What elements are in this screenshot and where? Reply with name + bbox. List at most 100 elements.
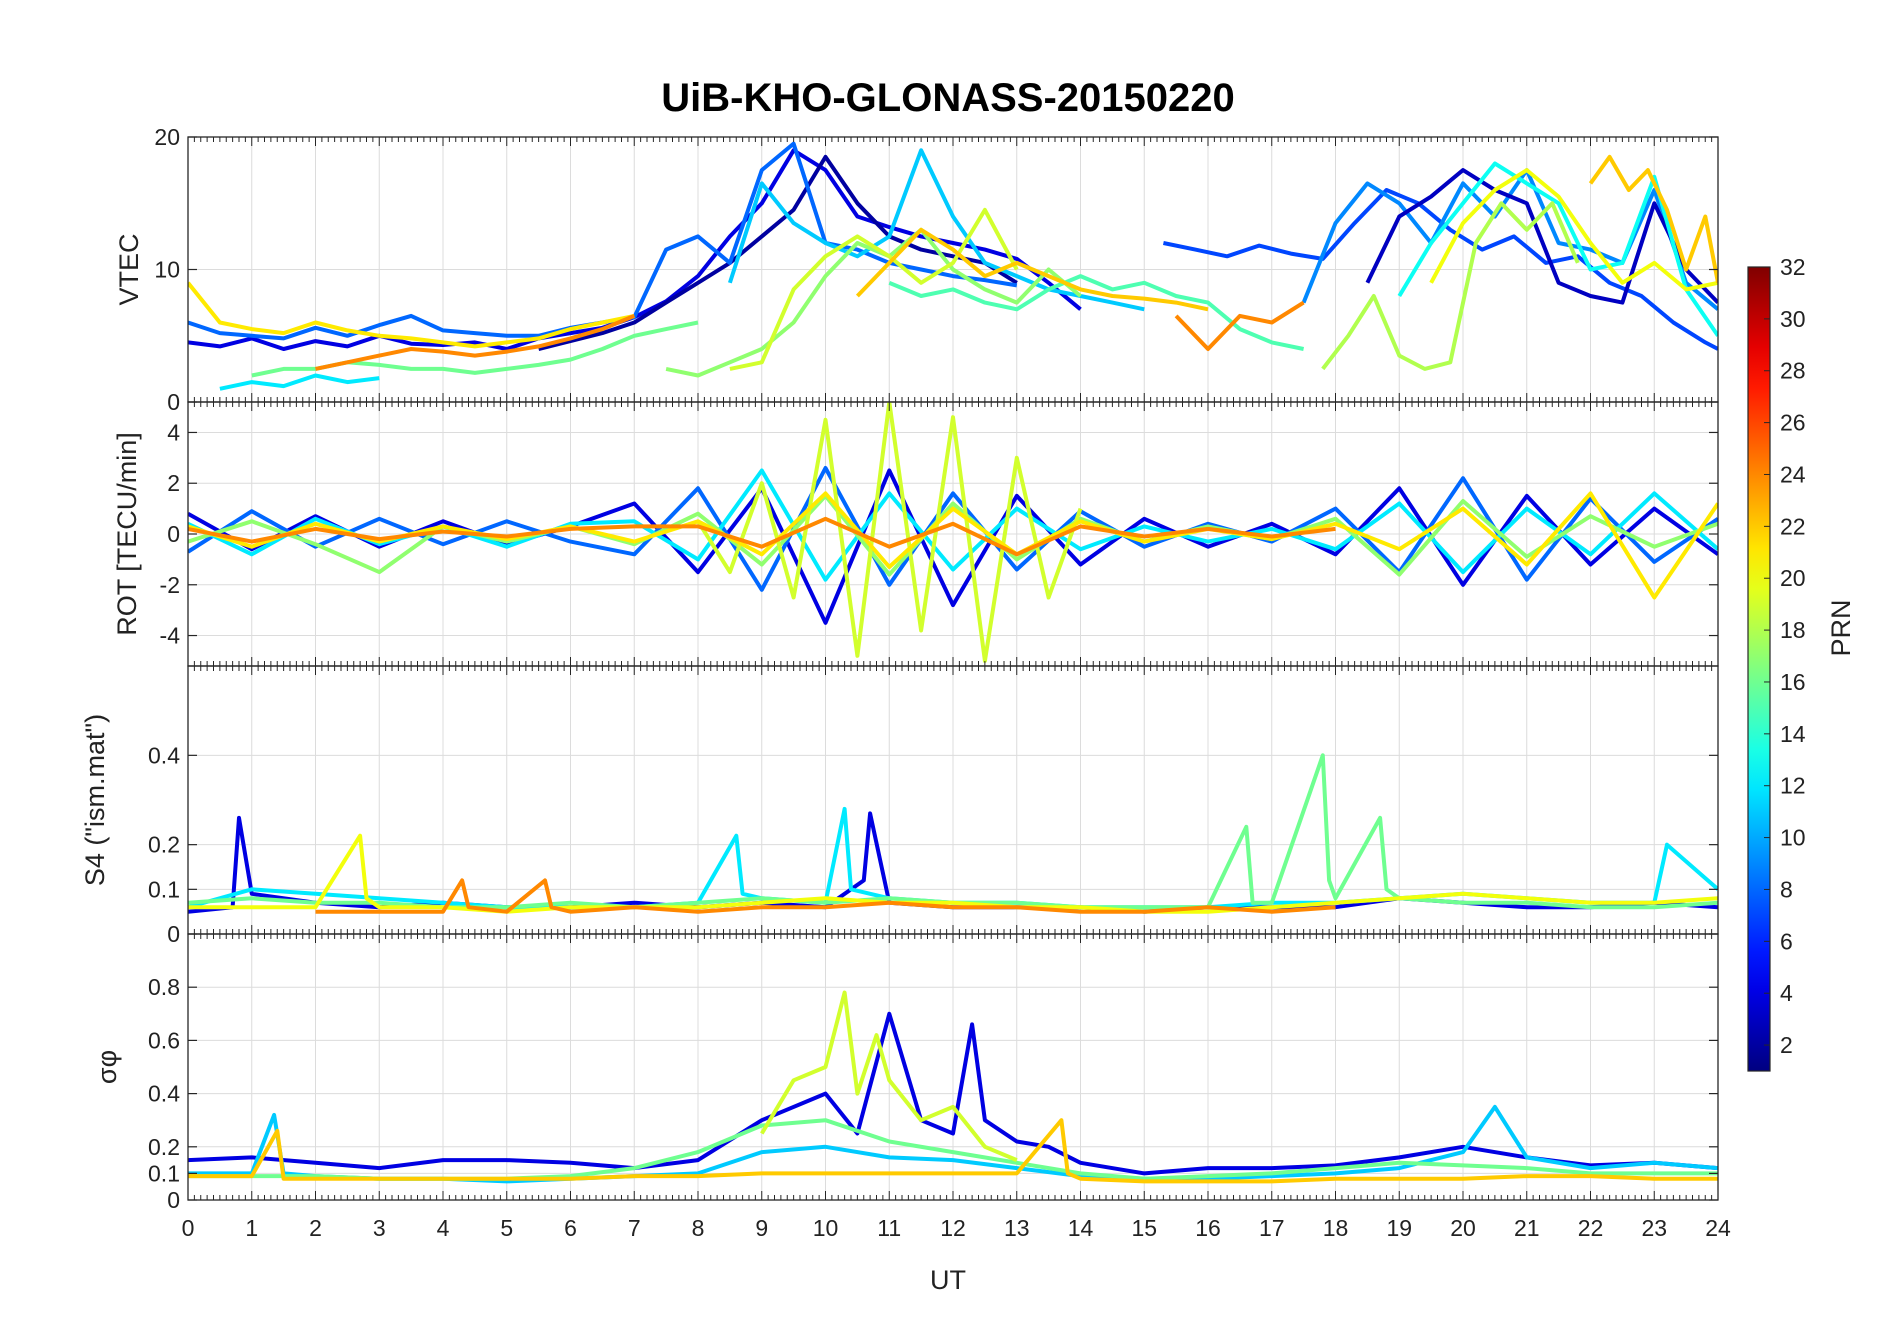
y-tick-label: 0 xyxy=(167,521,180,547)
series-line-prn-9 xyxy=(1301,168,1718,311)
colorbar-tick-label: 22 xyxy=(1780,513,1806,539)
x-tick-label: 8 xyxy=(692,1215,705,1241)
y-tick-label: 0.6 xyxy=(148,1027,180,1053)
series-line-prn-24 xyxy=(188,516,1336,557)
y-tick-label: 0.4 xyxy=(148,742,180,768)
series-line-prn-11 xyxy=(727,148,1145,312)
panel-rot: -4 -2 0 2 4 ROT [TECU/min] xyxy=(112,401,1719,667)
series-line-prn-19 xyxy=(696,402,1083,663)
series-line-prn-22 xyxy=(855,227,1209,312)
series-line-prn-24 xyxy=(1174,300,1305,351)
colorbar-tick-label: 4 xyxy=(1780,980,1793,1006)
y-axis-label-vtec: VTEC xyxy=(114,233,144,305)
y-tick-label: 0 xyxy=(167,389,180,415)
colorbar-label: PRN xyxy=(1826,599,1856,656)
colorbar-tick-label: 24 xyxy=(1780,461,1806,487)
x-tick-label: 19 xyxy=(1386,1215,1412,1241)
y-tick-label: 0.8 xyxy=(148,974,180,1000)
series-line-prn-3 xyxy=(1365,168,1718,305)
series-line-prn-12 xyxy=(219,373,380,391)
x-tick-label: 5 xyxy=(500,1215,513,1241)
series-line-prn-19 xyxy=(729,207,1019,371)
series-line-prn-15 xyxy=(888,274,1305,351)
series-sigma_phi xyxy=(188,990,1718,1184)
panel-sigma_phi: 00.10.2 0.4 0.6 0.8 σφ xyxy=(92,933,1719,1213)
y-tick-label: -2 xyxy=(160,572,180,598)
x-tick-label: 13 xyxy=(1004,1215,1030,1241)
colorbar-gradient xyxy=(1747,266,1771,1072)
x-tick-label: 17 xyxy=(1259,1215,1285,1241)
x-tick-label: 22 xyxy=(1578,1215,1604,1241)
series-line-prn-22 xyxy=(188,1118,1718,1184)
colorbar-tick-label: 12 xyxy=(1780,773,1806,799)
x-tick-label: 2 xyxy=(309,1215,322,1241)
panel-vtec: 0 10 20 VTEC xyxy=(114,124,1719,415)
x-tick-label: 23 xyxy=(1641,1215,1667,1241)
colorbar-tick-label: 16 xyxy=(1780,669,1806,695)
colorbar-tick-label: 2 xyxy=(1780,1032,1793,1058)
x-tick-label: 9 xyxy=(755,1215,768,1241)
series-line-prn-24 xyxy=(315,878,1336,914)
y-tick-label: 0.4 xyxy=(148,1081,180,1107)
series-line-prn-19 xyxy=(760,990,1018,1162)
x-tick-label: 16 xyxy=(1195,1215,1221,1241)
x-axis-label: UT xyxy=(930,1265,966,1295)
series-line-prn-21 xyxy=(188,491,1718,600)
x-tick-label: 7 xyxy=(628,1215,641,1241)
x-tick-label: 6 xyxy=(564,1215,577,1241)
y-tick-label: 0 xyxy=(167,1187,180,1213)
series-rot xyxy=(188,402,1718,663)
y-tick-label: 10 xyxy=(154,257,180,283)
series-s4 xyxy=(188,753,1718,914)
y-tick-label: 0.2 xyxy=(148,832,180,858)
x-tick-label: 0 xyxy=(182,1215,195,1241)
colorbar-tick-label: 26 xyxy=(1780,410,1806,436)
x-tick-label: 12 xyxy=(940,1215,966,1241)
colorbar-tick-label: 18 xyxy=(1780,617,1806,643)
series-line-prn-21 xyxy=(188,281,635,349)
colorbar-tick-label: 6 xyxy=(1780,928,1793,954)
series-line-prn-2 xyxy=(538,154,1018,351)
x-tick-label: 10 xyxy=(813,1215,839,1241)
y-axis-label-s4: S4 ("ism.mat") xyxy=(80,714,110,886)
series-line-prn-7 xyxy=(1162,188,1718,351)
y-tick-label: 0.1 xyxy=(148,1160,180,1186)
x-axis: 0 1 2 3 4 5 6 7 8 9 10 11 12 13 14 15 16 17 18 19 20 21 22 23 24 xyxy=(182,1215,1731,1241)
x-tick-label: 21 xyxy=(1514,1215,1540,1241)
x-tick-label: 11 xyxy=(877,1215,901,1241)
y-axis-label-rot: ROT [TECU/min] xyxy=(112,432,142,636)
y-tick-label: 0.2 xyxy=(148,1134,180,1160)
y-tick-label: 0.1 xyxy=(148,876,180,902)
y-tick-label: -4 xyxy=(160,623,181,649)
x-tick-label: 4 xyxy=(437,1215,450,1241)
chart-title: UiB-KHO-GLONASS-20150220 xyxy=(661,76,1235,120)
x-tick-label: 15 xyxy=(1131,1215,1157,1241)
colorbar-tick-label: 20 xyxy=(1780,565,1806,591)
x-tick-label: 14 xyxy=(1068,1215,1094,1241)
y-tick-label: 20 xyxy=(154,124,180,150)
colorbar-tick-label: 8 xyxy=(1780,876,1793,902)
y-tick-label: 0 xyxy=(167,921,180,947)
series-line-prn-13 xyxy=(1397,161,1718,337)
x-tick-label: 24 xyxy=(1705,1215,1731,1241)
y-tick-label: 2 xyxy=(167,470,180,496)
series-line-prn-20 xyxy=(1429,168,1718,292)
colorbar-tick-label: 10 xyxy=(1780,825,1806,851)
series-vtec xyxy=(188,141,1718,391)
series-line-prn-24 xyxy=(315,314,636,371)
colorbar-tick-label: 14 xyxy=(1780,721,1806,747)
series-line-prn-4 xyxy=(188,468,1718,625)
series-line-prn-4 xyxy=(188,1011,1718,1176)
x-tick-label: 18 xyxy=(1323,1215,1349,1241)
x-tick-label: 1 xyxy=(245,1215,258,1241)
colorbar-tick-label: 30 xyxy=(1780,306,1806,332)
y-axis-label-sigma_phi: σφ xyxy=(92,1050,122,1084)
x-tick-label: 20 xyxy=(1450,1215,1476,1241)
colorbar-tick-label: 28 xyxy=(1780,358,1806,384)
series-line-prn-22 xyxy=(1588,154,1718,284)
series-line-prn-17 xyxy=(665,227,1082,378)
colorbar-tick-label: 32 xyxy=(1780,254,1806,280)
